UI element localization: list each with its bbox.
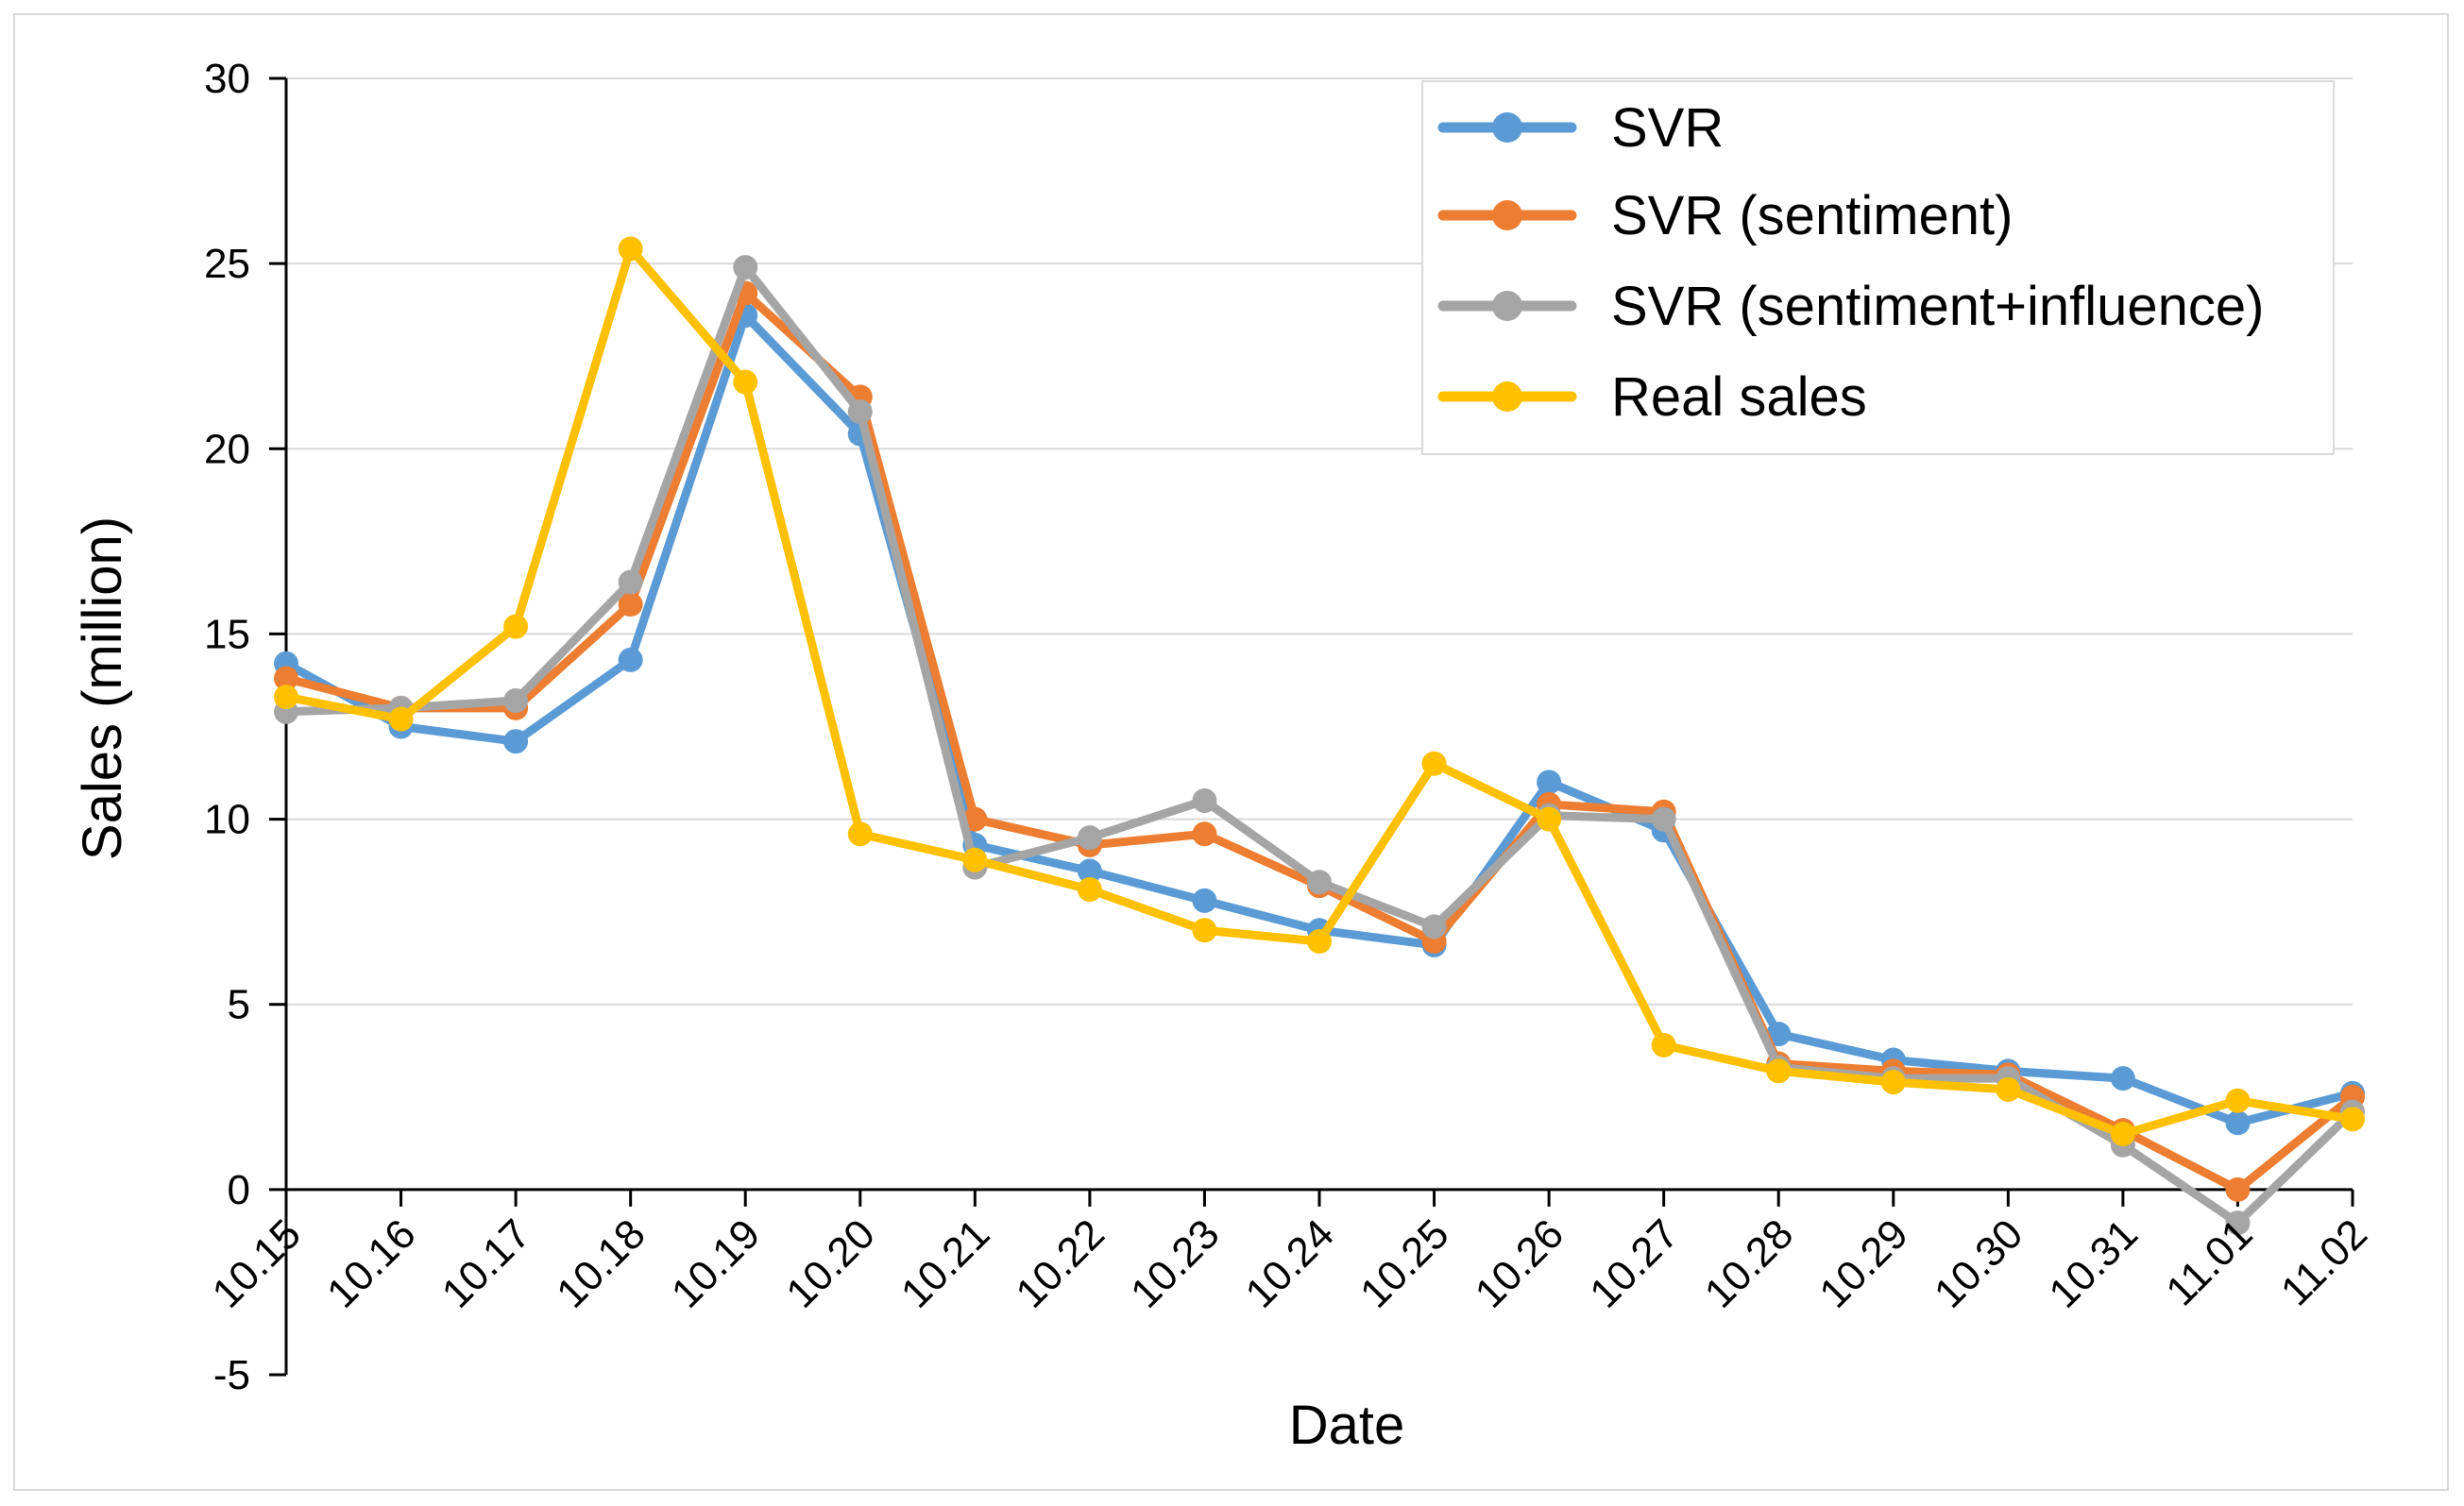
- x-axis-title: Date: [1289, 1395, 1405, 1456]
- data-point-real-sales-10-31: [2110, 1122, 2135, 1147]
- data-point-real-sales-10-26: [1537, 806, 1562, 832]
- data-point-svr-10-22: [1077, 858, 1102, 884]
- x-tick-label-10-27: 10.27: [1581, 1210, 1688, 1317]
- x-tick-label-11-02: 11.02: [2272, 1210, 2376, 1314]
- y-tick-label-25: 25: [204, 241, 250, 287]
- y-axis-title: Sales (million): [72, 516, 133, 860]
- gridlines: [286, 77, 2353, 1006]
- data-point-svr-sentiment-influence-10-27: [1651, 806, 1676, 832]
- x-tick-label-10-30: 10.30: [1926, 1210, 2032, 1317]
- y-tick-label-15: 15: [204, 611, 250, 657]
- data-point-svr-sentiment-influence-10-18: [618, 569, 643, 595]
- data-point-real-sales-11-01: [2225, 1088, 2251, 1113]
- y-tick-label-0: 0: [228, 1167, 250, 1213]
- x-tick-label-10-15: 10.15: [204, 1210, 311, 1317]
- x-tick-label-10-31: 10.31: [2040, 1210, 2147, 1317]
- data-point-real-sales-10-28: [1766, 1058, 1792, 1084]
- legend: SVR SVR (sentiment) SVR (sentiment+influ…: [1421, 80, 2335, 455]
- data-point-svr-sentiment-11-01: [2225, 1176, 2251, 1202]
- data-point-svr-sentiment-10-15: [274, 666, 298, 691]
- data-point-svr-sentiment-influence-10-23: [1192, 787, 1217, 813]
- legend-item-svr-sentiment: SVR (sentiment): [1437, 185, 2013, 246]
- data-point-svr-10-23: [1192, 888, 1217, 913]
- data-point-svr-sentiment-10-23: [1192, 821, 1217, 847]
- x-tick-label-10-16: 10.16: [318, 1210, 425, 1317]
- data-point-svr-sentiment-10-18: [618, 592, 643, 618]
- legend-item-real-sales: Real sales: [1437, 366, 1867, 428]
- x-tick-label-10-21: 10.21: [892, 1210, 999, 1317]
- legend-label-svr: SVR: [1611, 97, 1724, 159]
- data-point-real-sales-10-24: [1307, 929, 1332, 955]
- data-point-svr-sentiment-influence-10-19: [733, 255, 758, 280]
- data-point-real-sales-10-17: [503, 614, 529, 639]
- data-point-svr-sentiment-influence-10-22: [1077, 825, 1102, 851]
- data-point-svr-sentiment-influence-10-17: [503, 688, 529, 714]
- axes: [269, 76, 2354, 1377]
- legend-marker-real-sales: [1492, 381, 1522, 412]
- data-point-real-sales-10-18: [618, 236, 643, 262]
- data-point-svr-10-31: [2110, 1066, 2135, 1091]
- data-point-real-sales-10-19: [733, 369, 758, 395]
- y-tick-label-20: 20: [204, 426, 250, 472]
- data-point-svr-10-26: [1537, 770, 1562, 795]
- legend-marker-svr: [1492, 112, 1522, 143]
- x-tick-label-10-29: 10.29: [1810, 1210, 1917, 1317]
- data-point-real-sales-10-25: [1421, 751, 1447, 776]
- legend-item-svr: SVR: [1437, 97, 1724, 159]
- y-tick-label-30: 30: [204, 56, 250, 102]
- legend-box: [1421, 80, 2335, 455]
- legend-label-svr-sentiment-influence: SVR (sentiment+influence): [1611, 276, 2265, 337]
- x-tick-label-10-19: 10.19: [663, 1210, 770, 1317]
- data-point-real-sales-10-30: [1996, 1076, 2021, 1102]
- data-point-real-sales-10-16: [388, 706, 414, 732]
- data-point-real-sales-10-22: [1077, 877, 1102, 903]
- y-tick-label-5: 5: [228, 982, 250, 1028]
- data-point-svr-sentiment-influence-10-24: [1307, 870, 1332, 895]
- data-point-real-sales-10-21: [962, 847, 988, 872]
- data-point-svr-sentiment-influence-10-20: [847, 399, 873, 425]
- data-point-real-sales-10-27: [1651, 1032, 1676, 1058]
- data-point-real-sales-10-23: [1192, 918, 1217, 943]
- legend-marker-svr-sentiment-influence: [1492, 291, 1522, 321]
- x-tick-label-10-26: 10.26: [1467, 1210, 1573, 1317]
- data-point-svr-10-18: [618, 647, 643, 672]
- series-lines: [274, 236, 2365, 1236]
- data-point-svr-10-17: [503, 729, 529, 754]
- legend-item-svr-sentiment-influence: SVR (sentiment+influence): [1437, 276, 2265, 337]
- data-point-real-sales-10-20: [847, 821, 873, 847]
- legend-label-real-sales: Real sales: [1611, 366, 1867, 428]
- y-tick-label-5: -5: [213, 1352, 250, 1398]
- data-point-svr-sentiment-influence-10-25: [1421, 914, 1447, 939]
- legend-label-svr-sentiment: SVR (sentiment): [1611, 185, 2013, 246]
- x-tick-label-10-23: 10.23: [1122, 1210, 1229, 1317]
- y-tick-label-10: 10: [204, 797, 250, 843]
- data-point-svr-sentiment-influence-11-01: [2225, 1210, 2251, 1236]
- x-tick-label-10-25: 10.25: [1351, 1210, 1458, 1317]
- x-tick-label-10-22: 10.22: [1007, 1210, 1113, 1317]
- chart-frame: -5 0 5 10 15 20 25 30 10.15 10.16 10.17 10.18 10.19 1…: [13, 13, 2449, 1491]
- data-point-real-sales-11-02: [2340, 1107, 2365, 1132]
- legend-marker-svr-sentiment: [1492, 200, 1522, 230]
- x-tick-label-10-28: 10.28: [1696, 1210, 1803, 1317]
- data-point-real-sales-10-15: [274, 685, 298, 710]
- x-tick-label-10-24: 10.24: [1237, 1210, 1344, 1317]
- data-point-svr-sentiment-10-21: [962, 806, 988, 832]
- series-real-sales: [274, 236, 2365, 1147]
- x-tick-label-10-20: 10.20: [777, 1210, 884, 1317]
- x-tick-label-10-17: 10.17: [433, 1210, 540, 1317]
- data-point-real-sales-10-29: [1880, 1070, 1906, 1095]
- x-tick-label-10-18: 10.18: [548, 1210, 654, 1317]
- data-point-svr-11-01: [2225, 1110, 2251, 1136]
